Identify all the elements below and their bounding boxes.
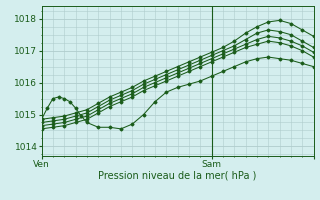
X-axis label: Pression niveau de la mer( hPa ): Pression niveau de la mer( hPa ) <box>99 171 257 181</box>
